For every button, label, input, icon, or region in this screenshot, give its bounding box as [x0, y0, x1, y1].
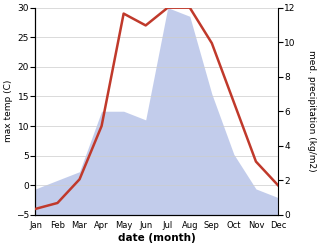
Y-axis label: max temp (C): max temp (C)	[4, 80, 13, 143]
X-axis label: date (month): date (month)	[118, 233, 196, 243]
Y-axis label: med. precipitation (kg/m2): med. precipitation (kg/m2)	[307, 50, 316, 172]
